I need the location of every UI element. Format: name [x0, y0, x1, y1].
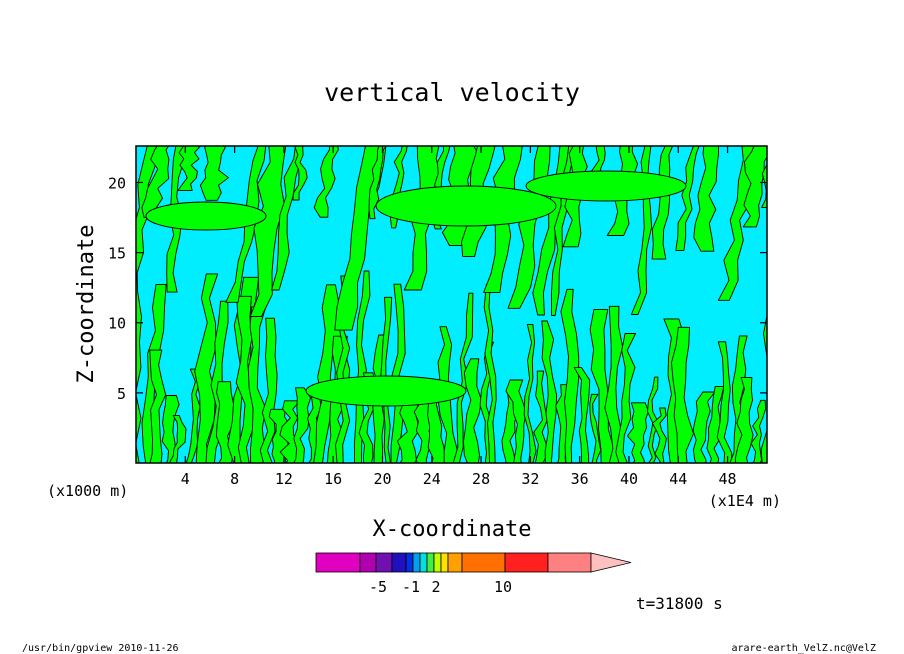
positive-velocity-region: [177, 146, 201, 191]
positive-velocity-region: [525, 170, 687, 202]
positive-velocity-region: [145, 201, 267, 231]
positive-velocity-region: [671, 326, 694, 463]
y-tick-label: 5: [117, 385, 126, 403]
x-tick-label: 28: [472, 470, 490, 488]
colorbar-label: 2: [431, 578, 440, 596]
colorbar-arrow: [590, 552, 632, 573]
x-tick-label: 32: [521, 470, 539, 488]
colorbar-label: -1: [402, 578, 420, 596]
colorbar-segment: [447, 552, 463, 573]
plot-frame: [135, 145, 768, 464]
positive-velocity-region: [693, 146, 719, 252]
positive-velocity-region: [627, 402, 649, 463]
positive-velocity-region: [375, 185, 557, 227]
positive-velocity-region: [185, 368, 201, 463]
positive-velocity-region: [647, 376, 660, 463]
positive-velocity-region: [560, 288, 580, 463]
positive-velocity-region: [533, 370, 548, 463]
y-tick-label: 15: [108, 245, 126, 263]
x-tick-label: 20: [373, 470, 391, 488]
positive-velocity-region: [573, 366, 591, 463]
colorbar-segment: [412, 552, 421, 573]
positive-velocity-region: [742, 146, 767, 228]
positive-velocity-region: [651, 407, 667, 463]
colorbar-segment: [426, 552, 435, 573]
positive-velocity-region: [247, 306, 267, 463]
footer-left: /usr/bin/gpview 2010-11-26: [22, 643, 179, 654]
positive-velocity-region: [541, 320, 558, 463]
colorbar-segment: [391, 552, 407, 573]
positive-velocity-region: [293, 387, 312, 463]
x-tick-label: 16: [324, 470, 342, 488]
colorbar-segment: [461, 552, 506, 573]
positive-velocity-region: [483, 283, 497, 463]
footer-right: arare-earth_VelZ.nc@VelZ: [732, 643, 877, 654]
positive-velocity-region: [379, 296, 393, 463]
positive-velocity-region: [463, 358, 482, 463]
positive-velocity-region: [505, 379, 527, 463]
colorbar-segment: [405, 552, 414, 573]
positive-velocity-region: [199, 146, 229, 201]
chart-title: vertical velocity: [324, 78, 580, 107]
colorbar-segment: [547, 552, 592, 573]
positive-velocity-region: [589, 309, 615, 463]
colorbar-segment: [359, 552, 377, 573]
positive-velocity-region: [292, 146, 308, 201]
positive-velocity-region: [194, 273, 219, 463]
x-tick-label: 40: [620, 470, 638, 488]
positive-velocity-region: [589, 393, 602, 463]
positive-velocity-region: [136, 265, 142, 463]
colorbar-segment: [375, 552, 393, 573]
positive-velocity-region: [169, 414, 187, 463]
positive-velocity-region: [390, 283, 406, 463]
colorbar-segment: [419, 552, 428, 573]
positive-velocity-region: [313, 146, 339, 218]
x-tick-label: 36: [571, 470, 589, 488]
x-unit-right-label: (x1E4 m): [709, 492, 781, 510]
positive-velocity-region: [675, 146, 700, 251]
positive-velocity-region: [615, 333, 637, 463]
y-axis-label: Z-coordinate: [74, 225, 99, 384]
positive-velocity-region: [706, 385, 725, 463]
positive-velocity-region: [271, 146, 303, 291]
positive-velocity-region: [249, 146, 287, 317]
x-tick-label: 4: [181, 470, 190, 488]
velocity-field: [136, 146, 767, 463]
positive-velocity-region: [692, 391, 716, 463]
positive-velocity-region: [452, 292, 474, 463]
x-tick-label: 8: [230, 470, 239, 488]
time-label: t=31800 s: [636, 594, 723, 613]
x-unit-left-label: (x1000 m): [47, 482, 128, 500]
colorbar-label: 10: [494, 578, 512, 596]
y-axis-ticks: 5 10 15 20: [108, 174, 767, 403]
positive-velocity-region: [750, 399, 767, 463]
x-tick-label: 44: [669, 470, 687, 488]
y-tick-label: 10: [108, 315, 126, 333]
colorbar-segment: [440, 552, 449, 573]
x-tick-label: 12: [275, 470, 293, 488]
positive-velocity-region: [353, 270, 371, 463]
colorbar-segment: [504, 552, 549, 573]
plot-area: [135, 145, 768, 464]
positive-velocity-region: [305, 375, 467, 407]
x-axis-ticks: 4 8 12 16 20 24 28 32 36 40 44 48: [181, 146, 737, 488]
x-tick-label: 48: [719, 470, 737, 488]
positive-velocity-region: [368, 146, 388, 220]
y-tick-label: 20: [108, 174, 126, 192]
positive-velocity-region: [523, 323, 537, 463]
colorbar: -5 -1 2 10: [315, 552, 632, 596]
x-axis-label: X-coordinate: [373, 517, 532, 542]
positive-velocity-region: [149, 349, 167, 463]
positive-velocity-region: [259, 317, 278, 463]
colorbar-segment: [433, 552, 442, 573]
colorbar-label: -5: [369, 578, 387, 596]
colorbar-segment: [315, 552, 361, 573]
positive-velocity-region: [735, 376, 754, 463]
x-tick-label: 24: [423, 470, 441, 488]
positive-velocity-region: [716, 341, 733, 463]
